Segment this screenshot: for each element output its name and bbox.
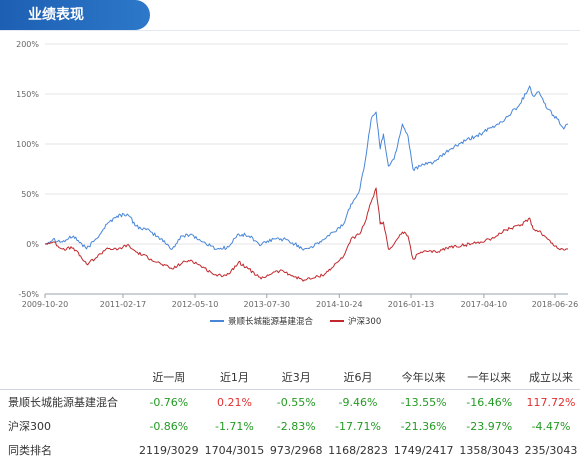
x-tick-label: 2013-07-30	[244, 300, 291, 309]
column-header-ytd: 今年以来	[390, 364, 457, 390]
x-tick-label: 2012-05-10	[172, 300, 219, 309]
table-cell: -1.71%	[214, 419, 254, 433]
table-cell: 973/2968	[269, 443, 323, 457]
column-header-since-inception: 成立以来	[522, 364, 580, 390]
table-cell: -4.47%	[531, 419, 571, 433]
column-header-6m: 近6月	[325, 364, 391, 390]
table-cell: 235/3043	[524, 443, 578, 457]
y-axis-ticks: 200% 150% 100% 50% 0% -50%	[16, 40, 39, 299]
table-cell: 1358/3043	[459, 443, 520, 457]
row-label: 沪深300	[8, 420, 51, 433]
x-tick-label: 2017-04-10	[461, 300, 508, 309]
y-tick-label: 200%	[16, 40, 39, 49]
row-label: 同类排名	[8, 444, 52, 457]
table-row-benchmark: 沪深300 -0.86% -1.71% -2.83% -17.71% -21.3…	[0, 414, 580, 438]
y-tick-label: -50%	[18, 290, 39, 299]
table-cell: -2.83%	[276, 419, 316, 433]
column-header-1y: 一年以来	[456, 364, 523, 390]
table-cell: -16.46%	[466, 395, 513, 409]
column-header-3m: 近3月	[267, 364, 326, 390]
table-cell: -0.55%	[276, 395, 316, 409]
section-title: 业绩表现	[28, 7, 84, 23]
column-header-1m: 近1月	[201, 364, 268, 390]
table-cell: -23.97%	[466, 419, 513, 433]
table-cell: -21.36%	[400, 419, 447, 433]
chart-legend[interactable]: 景顺长城能源基建混合 沪深300	[210, 316, 381, 327]
performance-table: 近一周 近1月 近3月 近6月 今年以来 一年以来 成立以来 景顺长城能源基建混…	[0, 364, 580, 462]
table-cell: -0.76%	[149, 395, 189, 409]
section-title-tab: 业绩表现	[0, 0, 150, 30]
y-tick-label: 150%	[16, 90, 39, 99]
x-axis-ticks: 2009-10-20 2011-02-17 2012-05-10 2013-07-30…	[22, 294, 578, 309]
table-cell: 0.21%	[216, 395, 252, 409]
table-cell: 1704/3015	[204, 443, 265, 457]
table-row-rank: 同类排名 2119/3029 1704/3015 973/2968 1168/2…	[0, 438, 580, 462]
x-tick-label: 2018-06-26	[532, 300, 579, 309]
chart-grid	[45, 43, 568, 295]
column-header	[0, 364, 136, 390]
table-cell: -0.86%	[149, 419, 189, 433]
x-tick-label: 2016-01-13	[388, 300, 435, 309]
y-tick-label: 100%	[16, 140, 39, 149]
chart-series	[44, 85, 569, 282]
table-cell: -9.46%	[338, 395, 378, 409]
y-tick-label: 0%	[26, 240, 39, 249]
table-cell: 1168/2823	[328, 443, 388, 457]
table-cell: -17.71%	[335, 419, 381, 433]
header-divider	[0, 30, 580, 31]
row-label: 景顺长城能源基建混合	[8, 396, 118, 409]
table-cell: -13.55%	[400, 395, 447, 409]
series-line-benchmark	[44, 187, 569, 282]
table-cell: 117.72%	[526, 395, 576, 409]
performance-line-chart: 200% 150% 100% 50% 0% -50% 2009-10-20 2011-02-…	[16, 40, 578, 327]
x-tick-label: 2014-10-24	[316, 300, 363, 309]
table-header-row: 近一周 近1月 近3月 近6月 今年以来 一年以来 成立以来	[0, 364, 580, 390]
column-header-1w: 近一周	[136, 364, 202, 390]
x-tick-label: 2009-10-20	[22, 300, 69, 309]
legend-label-fund: 景顺长城能源基建混合	[228, 316, 314, 327]
series-line-fund	[44, 85, 569, 251]
x-tick-label: 2011-02-17	[100, 300, 147, 309]
table-cell: 2119/3029	[138, 443, 199, 457]
y-tick-label: 50%	[21, 190, 39, 199]
legend-label-benchmark: 沪深300	[348, 316, 381, 327]
table-cell: 1749/2417	[393, 443, 454, 457]
table-row-fund: 景顺长城能源基建混合 -0.76% 0.21% -0.55% -9.46% -1…	[0, 390, 580, 415]
